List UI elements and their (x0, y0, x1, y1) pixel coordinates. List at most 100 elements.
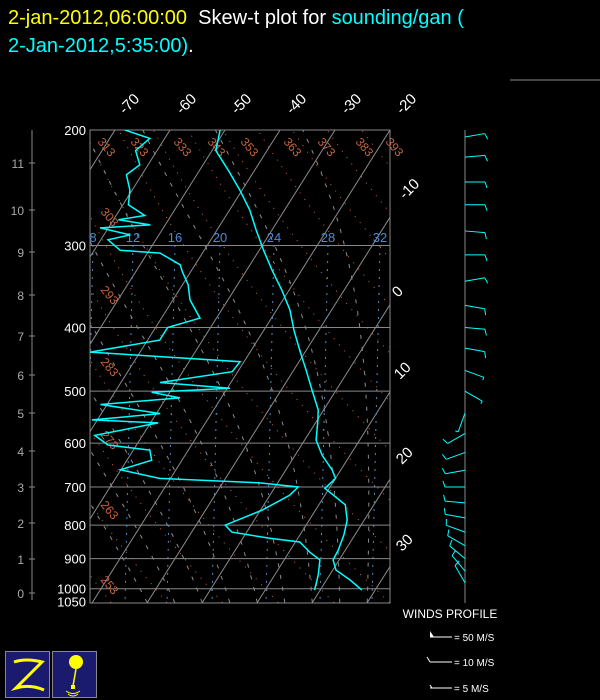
dry-adiabat-label: 393 (383, 135, 407, 160)
dry-adiabat-line (187, 130, 390, 403)
pressure-tick-label: 1050 (57, 595, 86, 610)
moist-adiabat-line (142, 130, 313, 603)
isotherm-line (256, 390, 390, 603)
dry-adiabat-line (222, 130, 390, 355)
isotherm-line (90, 130, 226, 346)
pressure-tick-label: 400 (64, 321, 86, 336)
wind-barb-half-tick (455, 430, 459, 433)
wind-barb (445, 469, 466, 475)
isotherm-line (91, 130, 390, 603)
title-station-time: 2-Jan-2012,5:35:00) (8, 35, 189, 57)
mixing-ratio-label: 16 (168, 230, 182, 245)
wind-barb-tick (484, 155, 488, 162)
isotherm-label: -20 (393, 90, 420, 117)
dry-adiabat-label: 303 (98, 205, 122, 230)
height-tick-label: 11 (12, 157, 25, 171)
temperature-line (215, 130, 363, 591)
wind-barb (451, 555, 466, 572)
isotherm-label: -60 (173, 90, 200, 117)
dry-adiabat-line (90, 287, 335, 603)
mixing-ratio-line (90, 244, 94, 402)
wind-barb (447, 433, 466, 444)
wind-barb-tick (441, 454, 447, 460)
height-tick-label: 1 (17, 553, 24, 567)
dry-adiabat-label: 383 (353, 135, 377, 160)
moist-adiabat-line (90, 240, 258, 603)
title-end: . (188, 35, 194, 57)
dry-adiabat-label: 253 (98, 573, 122, 598)
wind-barb-tick (441, 467, 446, 474)
balloon-logo-button[interactable] (52, 651, 97, 698)
wind-barb (464, 304, 485, 310)
pressure-tick-label: 900 (64, 552, 86, 567)
pressure-tick-label: 300 (64, 239, 86, 254)
wind-barb (447, 535, 466, 547)
pressure-tick-label: 600 (64, 436, 86, 451)
legend-barb-flag (430, 631, 434, 637)
wind-barb-half-tick (482, 377, 485, 381)
dewpoint-line (90, 130, 321, 591)
legend-label: = 10 M/S (454, 658, 495, 669)
wind-barb-tick (443, 494, 446, 502)
wind-barb-tick (447, 529, 450, 536)
dry-adiabat-line (257, 130, 390, 307)
pressure-tick-label: 200 (64, 123, 86, 138)
legend-barb-half-tick (429, 684, 433, 689)
wind-barb-tick (484, 254, 488, 262)
wind-barb (464, 230, 485, 234)
isotherm-label: 30 (393, 531, 417, 555)
mixing-ratio-line (319, 244, 329, 603)
dry-adiabat-label: 283 (98, 355, 122, 380)
moist-adiabat-line (214, 130, 341, 603)
wind-barb-tick (442, 480, 446, 488)
wind-barb (464, 277, 485, 282)
height-tick-label: 7 (17, 330, 24, 344)
height-tick-label: 10 (11, 204, 25, 218)
isotherm-line (146, 216, 390, 603)
legend-label: = 50 M/S (454, 633, 495, 644)
isotherm-label: 0 (389, 283, 407, 301)
isotherm-line (90, 130, 336, 520)
height-tick-label: 9 (17, 246, 24, 260)
isotherm-line (201, 303, 390, 603)
mixing-ratio-label: 12 (126, 230, 140, 245)
isotherm-line (90, 130, 171, 258)
isotherm-line (477, 130, 600, 603)
wind-barb (445, 513, 466, 519)
pressure-tick-label: 800 (64, 518, 86, 533)
title-middle: Skew-t plot for (198, 7, 326, 29)
height-tick-label: 8 (17, 289, 24, 303)
mixing-ratio-label: 8 (89, 230, 96, 245)
plot-frame (89, 129, 391, 604)
wind-barb-tick (484, 204, 488, 211)
mixing-ratio-label: 32 (373, 230, 387, 245)
isotherm-label: -40 (283, 90, 310, 117)
height-tick-label: 3 (17, 481, 24, 495)
dry-adiabat-line (0, 130, 55, 603)
weather-balloon-icon (65, 655, 83, 697)
dry-adiabat-label: 293 (98, 283, 122, 308)
mixing-ratio-label: 20 (213, 230, 227, 245)
dry-adiabat-label: 333 (171, 135, 195, 160)
wind-barb (464, 327, 485, 330)
title-date: 2-jan-2012,06:00:00 (8, 7, 188, 29)
dry-adiabat-line (431, 130, 600, 603)
wind-barb-tick (484, 181, 488, 189)
dry-adiabat-line (90, 141, 390, 552)
dry-adiabat-line (501, 130, 600, 603)
mixing-ratio-label: 28 (321, 230, 335, 245)
wind-barb (446, 524, 466, 533)
wind-barb-half-tick (480, 400, 483, 404)
zebra-logo-button[interactable] (5, 651, 50, 698)
isotherm-label: 20 (393, 444, 417, 468)
height-tick-label: 0 (17, 587, 24, 601)
wind-barb-tick (451, 550, 456, 556)
isotherm-label: -70 (116, 90, 143, 117)
dry-adiabat-line (291, 130, 390, 260)
isotherm-label: 10 (391, 359, 415, 383)
moist-adiabat-line (302, 130, 370, 603)
wind-barb (464, 369, 484, 378)
height-tick-label: 4 (17, 445, 24, 459)
wind-barb-tick (484, 308, 487, 316)
winds-profile-title: WINDS PROFILE (403, 607, 498, 621)
